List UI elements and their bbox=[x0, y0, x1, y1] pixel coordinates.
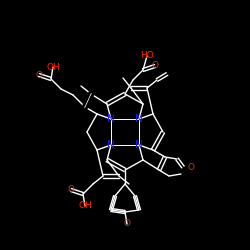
Text: O: O bbox=[36, 70, 43, 80]
Text: HO: HO bbox=[140, 52, 154, 60]
Text: O: O bbox=[152, 62, 158, 70]
Text: OH: OH bbox=[78, 202, 92, 210]
Text: N: N bbox=[135, 140, 143, 150]
Text: O: O bbox=[188, 162, 194, 172]
Text: N: N bbox=[107, 140, 115, 150]
Text: N: N bbox=[135, 114, 143, 124]
Text: OH: OH bbox=[46, 62, 60, 72]
Text: O: O bbox=[124, 220, 130, 228]
Text: N: N bbox=[107, 114, 115, 124]
Text: O: O bbox=[68, 186, 74, 194]
